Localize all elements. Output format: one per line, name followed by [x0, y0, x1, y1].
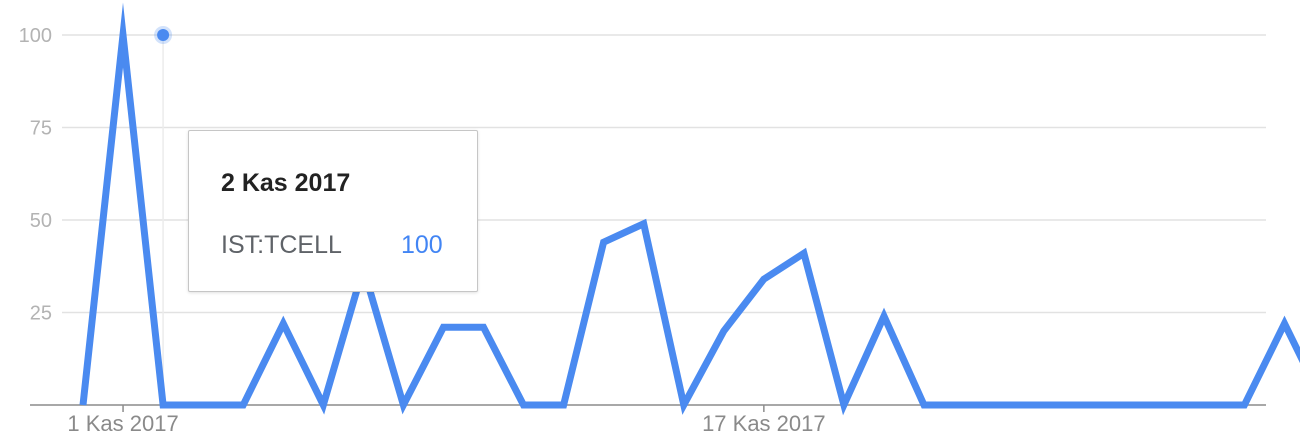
y-tick-label-25: 25	[30, 303, 52, 325]
series-line-0	[79, 2, 1300, 416]
y-tick-label-75: 75	[30, 118, 52, 140]
x-tick-label-0: 1 Kas 2017	[67, 411, 178, 436]
y-tick-label-50: 50	[30, 210, 52, 232]
tooltip-value: 100	[401, 231, 443, 259]
highlight-point	[157, 29, 170, 41]
tooltip-series-name: IST:TCELL	[221, 231, 342, 259]
tooltip-date: 2 Kas 2017	[221, 169, 351, 197]
x-tick-label-1: 17 Kas 2017	[702, 411, 826, 436]
y-tick-label-100: 100	[19, 25, 52, 47]
tooltip: 2 Kas 2017 IST:TCELL 100	[188, 130, 478, 292]
